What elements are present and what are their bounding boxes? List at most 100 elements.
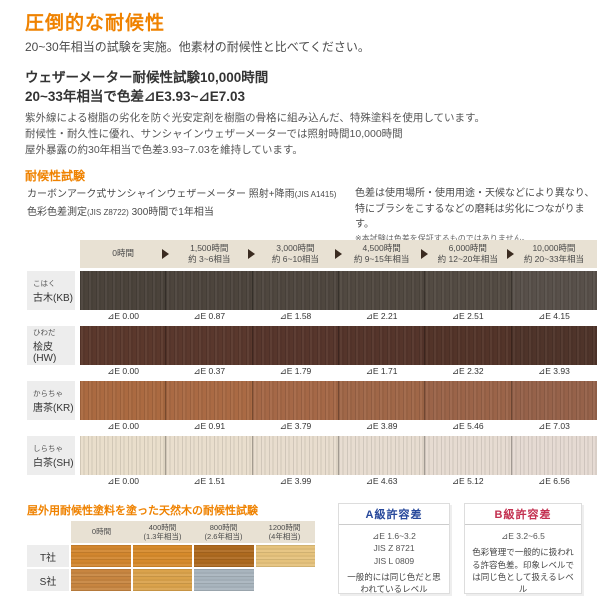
section-heading-weather-test: 耐候性試験: [25, 169, 86, 183]
nw-header-hours: 1200時間: [268, 522, 301, 532]
wood-sample-stage-1: [166, 326, 253, 365]
color-row-白茶(SH): しらちゃ 白茶(SH): [27, 436, 597, 475]
delta-value-3: ⊿E 3.89: [365, 421, 398, 431]
tolerance-a-body: ⊿E 1.6~3.2 JIS Z 8721 JIS L 0809 一般的には同じ…: [339, 525, 449, 596]
delta-value-5: ⊿E 3.93: [538, 366, 570, 376]
weather-test-table: 0時間 1,500時間約 3~6相当 3,000時間約 6~10相当 4,500時間約…: [27, 240, 597, 488]
arrow-right-icon: [248, 249, 256, 259]
color-kana: からちゃ: [33, 388, 63, 398]
delta-value-2: ⊿E 1.58: [279, 311, 312, 321]
nw-sample-stage-2: [194, 545, 254, 567]
wood-sample-stage-3: [338, 271, 426, 310]
test-method-text: カーボンアーク式サンシャインウェザーメーター 照射+降雨(JIS A1415) …: [27, 186, 336, 221]
delta-value-4: ⊿E 5.46: [451, 421, 484, 431]
delta-value-4: ⊿E 5.12: [451, 476, 484, 486]
stage-header-4: 6,000時間約 12~20年相当: [420, 240, 511, 268]
nw-sample-stage-0: [71, 569, 131, 591]
nw-row-label: T社: [27, 545, 69, 567]
tolerance-box-b: B級許容差 ⊿E 3.2~6.5 色彩管理で一般的に扱われる許容色差。印象レベル…: [464, 503, 582, 594]
wood-sample-stage-5: [511, 381, 597, 420]
delta-values-row: ⊿E 0.00 ⊿E 0.37 ⊿E 1.79 ⊿E 1.71 ⊿E 2.32 ⊿E 3.…: [80, 365, 597, 378]
tolerance-a-title: A級許容差: [339, 504, 449, 525]
method2-jis: (JIS Z8722): [87, 207, 129, 217]
nw-sample-stage-0: [71, 545, 131, 567]
nw-stage-header-0: 0時間: [71, 521, 132, 543]
tolerance-b-desc: 色彩管理で一般的に扱われる許容色差。印象レベルでは同じ色として扱えるレベル: [471, 547, 574, 595]
delta-value-4: ⊿E 2.51: [451, 311, 484, 321]
wood-sample-stage-5: [511, 436, 597, 475]
nw-stage-header-1: 400時間 (1.3年相当): [132, 521, 193, 543]
arrow-right-icon: [162, 249, 170, 259]
color-row-唐茶(KR): からちゃ唐茶(KR): [27, 381, 597, 420]
natural-wood-header-row: 0時間 400時間 (1.3年相当) 800時間 (2.6年相当) 1200時間 (4年相当…: [71, 521, 315, 543]
body-line3: 屋外暴露の約30年相当で色差3.93~7.03を維持しています。: [25, 143, 303, 156]
stage-header-years: 約 20~33年相当: [523, 254, 585, 264]
wood-sample-strip: [80, 381, 597, 420]
wood-sample-strip: [80, 436, 597, 475]
color-name: 古木(KB): [33, 292, 73, 304]
wood-sample-stage-0: [80, 271, 167, 310]
nw-header-hours: 400時間: [148, 522, 177, 532]
wood-sample-strip: [80, 326, 597, 365]
headline-line1: ウェザーメーター耐候性試験10,000時間: [25, 70, 269, 85]
wood-sample-stage-1: [166, 436, 253, 475]
delta-value-2: ⊿E 3.79: [279, 421, 312, 431]
wood-sample-stage-4: [425, 436, 512, 475]
color-row-古木(KB): こはく 古木(KB): [27, 271, 597, 310]
body-line2: 耐候性・耐久性に優れ、サンシャインウェザーメーターでは照射時間10,000時間: [25, 127, 403, 140]
stage-header-0: 0時間: [80, 240, 166, 268]
tolerance-a-desc: 一般的には同じ色だと思われているレベル: [347, 571, 441, 595]
delta-value-1: ⊿E 0.87: [193, 311, 226, 321]
stage-header-hours: 4,500時間: [362, 242, 401, 253]
delta-value-1: ⊿E 0.37: [193, 366, 226, 376]
tolerance-a-spec3: JIS L 0809: [373, 555, 415, 566]
wood-sample-stage-3: [338, 326, 426, 365]
wood-sample-stage-4: [425, 326, 512, 365]
color-name: 唐茶(KR): [33, 402, 74, 414]
method1-jis: (JIS A1415): [294, 190, 337, 199]
wood-sample-stage-2: [252, 381, 339, 420]
color-row-label: こはく 古木(KB): [27, 271, 75, 310]
stage-header-years: 約 12~20年相当: [437, 254, 498, 264]
wood-sample-stage-1: [166, 381, 253, 420]
wood-sample-stage-0: [80, 436, 167, 475]
tolerance-box-a: A級許容差 ⊿E 1.6~3.2 JIS Z 8721 JIS L 0809 一…: [338, 503, 450, 594]
stage-header-3: 4,500時間約 9~15年相当: [334, 240, 425, 268]
wood-sample-stage-4: [425, 271, 512, 310]
delta-value-0: ⊿E 0.00: [107, 366, 139, 376]
wood-sample-stage-3: [338, 436, 426, 475]
color-kana: しらちゃ: [33, 443, 63, 453]
stage-header-1: 1,500時間約 3~6相当: [162, 240, 252, 268]
delta-value-1: ⊿E 0.91: [193, 421, 226, 431]
wood-sample-stage-2: [252, 436, 339, 475]
stage-header-hours: 6,000時間: [448, 242, 487, 253]
nw-sample-strip: [71, 545, 315, 567]
body-paragraph: 紫外線による樹脂の劣化を防ぐ光安定剤を樹脂の骨格に組み込んだ、特殊塗料を使用して…: [25, 111, 485, 158]
stage-header-hours: 1,500時間: [190, 242, 229, 253]
natural-wood-table: 0時間 400時間 (1.3年相当) 800時間 (2.6年相当) 1200時間 (4年相当…: [27, 521, 315, 591]
method2-main: 色彩色差測定: [27, 206, 87, 218]
test-headline: ウェザーメーター耐候性試験10,000時間 20~33年相当で色差⊿E3.93~…: [25, 69, 268, 107]
tolerance-a-spec1: ⊿E 1.6~3.2: [372, 531, 416, 541]
lead-text: 20~30年相当の試験を実施。他素材の耐候性と比べてください。: [25, 40, 370, 54]
stage-header-years: 約 3~6相当: [188, 254, 231, 264]
stage-header-hours: 10,000時間: [532, 242, 576, 253]
wood-sample-stage-5: [511, 326, 597, 365]
headline-line2: 20~33年相当で色差⊿E3.93~⊿E7.03: [25, 88, 245, 104]
color-kana: ひわだ: [33, 328, 56, 337]
stage-header-hours: 3,000時間: [276, 242, 315, 253]
tolerance-b-title: B級許容差: [465, 504, 581, 525]
delta-values-row: ⊿E 0.00 ⊿E 1.51 ⊿E 3.99 ⊿E 4.63 ⊿E 5.12 ⊿E 6.…: [80, 475, 597, 488]
color-name: 桧皮(HW): [33, 342, 57, 364]
disclaimer-text: 色差は使用場所・使用用途・天候などにより異なり、 特にブラシをこするなどの磨耗は…: [355, 186, 600, 245]
nw-header-years: (2.6年相当): [204, 532, 243, 541]
wood-sample-stage-0: [80, 381, 167, 420]
delta-value-5: ⊿E 7.03: [538, 421, 570, 431]
wood-sample-stage-4: [425, 381, 512, 420]
color-row-桧皮(HW): ひわだ桧皮(HW): [27, 326, 597, 365]
note-line1: 色差は使用場所・使用用途・天候などにより異なり、: [355, 188, 595, 199]
delta-values-row: ⊿E 0.00 ⊿E 0.91 ⊿E 3.79 ⊿E 3.89 ⊿E 5.46 ⊿E 7.…: [80, 420, 597, 433]
wood-sample-stage-0: [80, 326, 167, 365]
color-row-label: ひわだ桧皮(HW): [27, 326, 75, 365]
delta-value-1: ⊿E 1.51: [193, 476, 226, 486]
